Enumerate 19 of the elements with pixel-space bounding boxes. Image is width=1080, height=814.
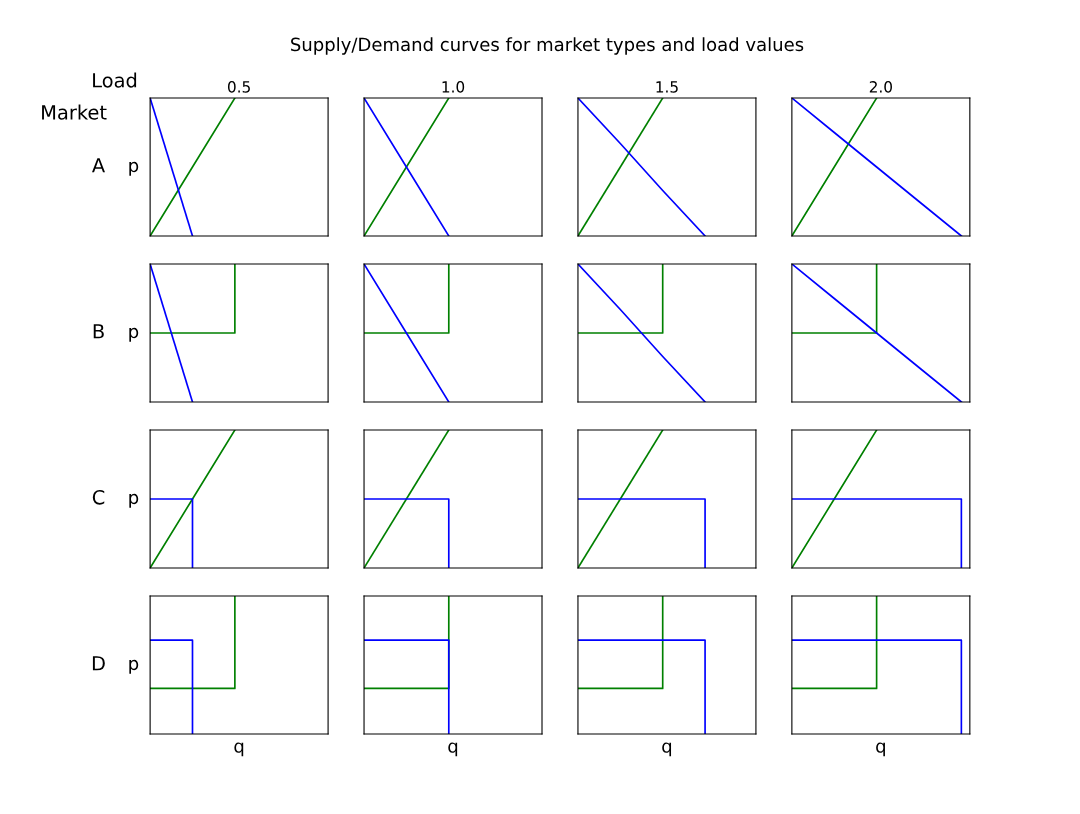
text: C	[92, 489, 105, 505]
text: Market	[42, 104, 107, 120]
y-axis-title: p	[129, 327, 139, 342]
chart-title: 1.5	[656, 81, 678, 93]
chart-title: 1.0	[442, 81, 465, 93]
y-axis-title: p	[129, 493, 139, 508]
y-axis-title: p	[129, 659, 139, 674]
chart-title: 2.0	[869, 81, 892, 93]
x-axis-title: q	[448, 742, 458, 757]
text: B	[93, 324, 104, 339]
y-axis-title: p	[129, 161, 139, 176]
x-axis-title: q	[662, 742, 672, 757]
chart-title: 0.5	[227, 81, 250, 93]
text: Supply/Demand curves for market types and load values	[291, 37, 804, 55]
x-axis-title: q	[234, 742, 244, 757]
text: A	[92, 158, 105, 173]
text: Load	[93, 72, 137, 88]
text: D	[92, 656, 105, 671]
x-axis-title: q	[876, 742, 885, 757]
